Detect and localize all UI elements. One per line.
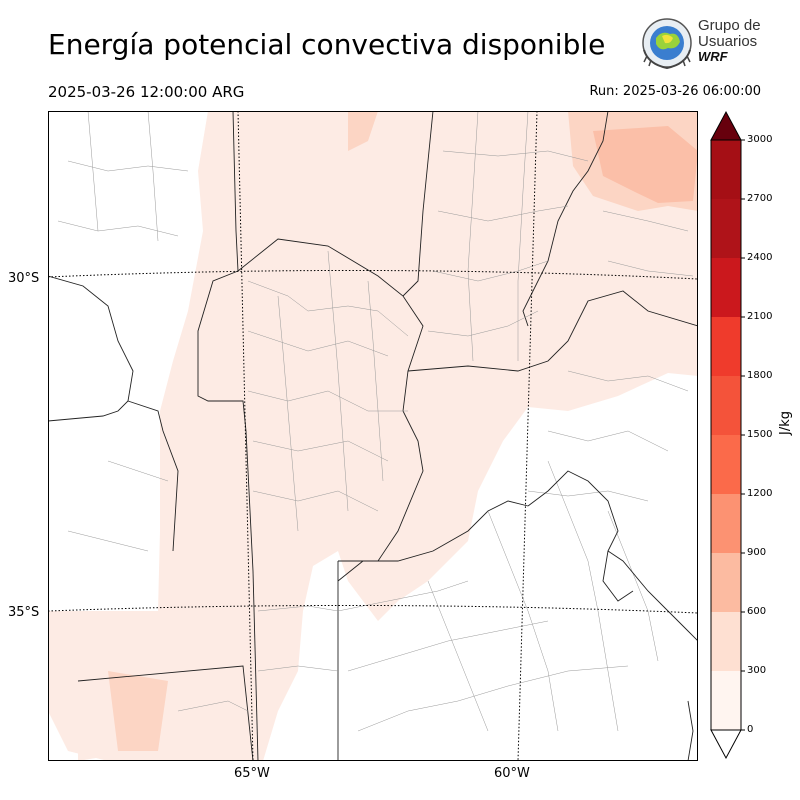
colorbar-units: J/kg — [778, 411, 793, 435]
colorbar-bin — [711, 140, 741, 199]
cape-shading-600-900 — [593, 126, 698, 203]
wrf-logo: Grupo de Usuarios WRF — [638, 16, 768, 74]
colorbar-tick-label: 2400 — [747, 252, 773, 263]
colorbar-tick-label: 1800 — [747, 370, 773, 381]
colorbar-tick-label: 0 — [747, 724, 754, 735]
colorbar — [710, 110, 745, 760]
lon-label-60w: 60°W — [494, 766, 530, 781]
valid-time-label: 2025-03-26 12:00:00 ARG — [48, 83, 245, 101]
wrf-globe-icon — [642, 18, 692, 70]
province-boundaries — [48, 111, 698, 761]
colorbar-tick-label: 1500 — [747, 429, 773, 440]
colorbar-bin — [711, 671, 741, 730]
run-time-label: Run: 2025-03-26 06:00:00 — [589, 84, 761, 99]
colorbar-tick-label: 300 — [747, 665, 767, 676]
coastline — [527, 470, 698, 761]
colorbar-tick-label: 2100 — [747, 311, 773, 322]
colorbar-extend-top — [710, 110, 742, 141]
colorbar-tick-label: 1200 — [747, 488, 773, 499]
colorbar-bin — [711, 199, 741, 258]
colorbar-bin — [711, 317, 741, 376]
colorbar-tick-label: 900 — [747, 547, 767, 558]
colorbar-bin — [711, 553, 741, 612]
colorbar-tick-label: 2700 — [747, 193, 773, 204]
colorbar-bin — [711, 258, 741, 317]
department-boundaries — [57, 111, 694, 732]
cape-map — [48, 111, 698, 761]
colorbar-tick-label: 3000 — [747, 134, 773, 145]
colorbar-tick-label: 600 — [747, 606, 767, 617]
colorbar-bin — [711, 494, 741, 553]
logo-text-line1: Grupo de — [698, 17, 761, 34]
logo-text-line3: WRF — [698, 49, 728, 64]
colorbar-bin — [711, 612, 741, 671]
chart-title: Energía potencial convectiva disponible — [48, 28, 606, 61]
colorbar-bin — [711, 376, 741, 435]
logo-text-line2: Usuarios — [698, 33, 758, 50]
map-frame — [48, 111, 698, 761]
lat-label-30s: 30°S — [8, 271, 40, 286]
lat-label-35s: 35°S — [8, 605, 40, 620]
colorbar-extend-bottom — [710, 729, 742, 760]
lon-label-65w: 65°W — [234, 766, 270, 781]
graticule — [48, 111, 698, 761]
colorbar-bin — [711, 435, 741, 494]
